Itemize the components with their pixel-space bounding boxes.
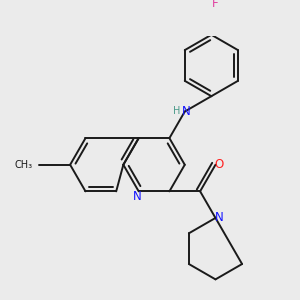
Text: N: N <box>182 105 190 118</box>
Text: N: N <box>214 211 224 224</box>
Text: F: F <box>212 0 218 10</box>
Text: N: N <box>133 190 142 203</box>
Text: CH₃: CH₃ <box>15 160 33 170</box>
Text: O: O <box>214 158 224 171</box>
Text: H: H <box>173 106 181 116</box>
